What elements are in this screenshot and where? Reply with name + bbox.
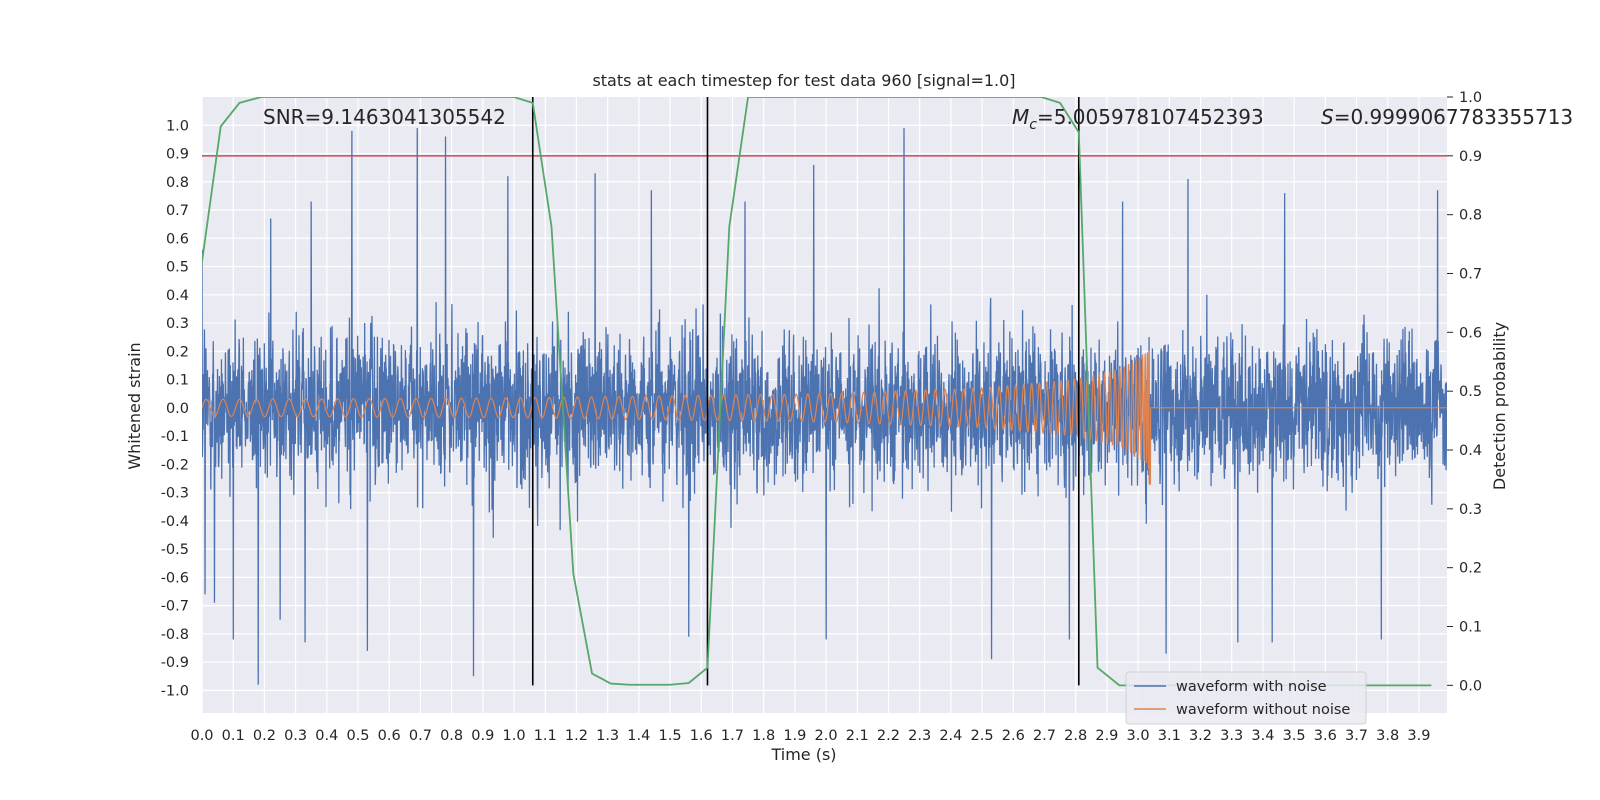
x-tick-label: 3.4 <box>1251 728 1274 744</box>
x-tick-label: 3.2 <box>1189 728 1212 744</box>
x-tick-label: 0.3 <box>284 728 307 744</box>
x-tick-label: 1.4 <box>627 728 650 744</box>
x-tick-label: 3.5 <box>1283 728 1306 744</box>
x-tick-label: 3.8 <box>1376 728 1399 744</box>
y-tick-label: -0.1 <box>161 429 189 445</box>
y-tick-label: -0.8 <box>161 627 189 643</box>
x-tick-label: 3.0 <box>1127 728 1150 744</box>
x-tick-label: 0.9 <box>471 728 494 744</box>
x-tick-label: 2.5 <box>971 728 994 744</box>
x-tick-label: 0.5 <box>346 728 369 744</box>
y-tick-label: -0.9 <box>161 655 189 671</box>
x-tick-label: 3.6 <box>1314 728 1337 744</box>
y-tick-label: 0.5 <box>166 260 189 276</box>
x-tick-label: 1.7 <box>721 728 744 744</box>
x-tick-label: 2.9 <box>1095 728 1118 744</box>
x-tick-label: 2.0 <box>815 728 838 744</box>
y-tick-label: -0.2 <box>161 457 189 473</box>
x-tick-label: 1.1 <box>534 728 557 744</box>
y2-tick-label: 0.8 <box>1459 208 1482 224</box>
y-tick-label: 0.7 <box>166 203 189 219</box>
y-tick-label: -0.7 <box>161 599 189 615</box>
x-tick-label: 1.9 <box>783 728 806 744</box>
x-tick-label: 0.6 <box>378 728 401 744</box>
y2-tick-label: 0.9 <box>1459 149 1482 165</box>
y2-tick-label: 1.0 <box>1459 90 1482 106</box>
x-tick-label: 1.2 <box>565 728 588 744</box>
y2-axis-label: Detection probability <box>1490 322 1509 490</box>
x-tick-label: 1.3 <box>596 728 619 744</box>
y2-tick-label: 0.1 <box>1459 620 1482 636</box>
x-tick-label: 1.8 <box>752 728 775 744</box>
legend-label-noisy: waveform with noise <box>1176 679 1327 695</box>
x-tick-label: 3.9 <box>1407 728 1430 744</box>
series-waveform-with-noise <box>202 128 1447 685</box>
y-tick-label: -0.4 <box>161 514 189 530</box>
x-tick-label: 1.0 <box>502 728 525 744</box>
x-tick-label: 3.7 <box>1345 728 1368 744</box>
y-tick-label: -1.0 <box>161 683 189 699</box>
x-tick-label: 2.6 <box>1002 728 1025 744</box>
x-tick-label: 2.1 <box>846 728 869 744</box>
y2-tick-label: 0.7 <box>1459 267 1482 283</box>
y2-tick-label: 0.4 <box>1459 443 1482 459</box>
chart-title: stats at each timestep for test data 960… <box>592 71 1015 90</box>
y2-tick-label: 0.3 <box>1459 502 1482 518</box>
chirp-mass-annotation: Mc=5.005978107452393 <box>1012 105 1264 133</box>
x-tick-label: 2.7 <box>1033 728 1056 744</box>
snr-annotation: SNR=9.1463041305542 <box>263 105 506 129</box>
x-tick-label: 2.4 <box>939 728 962 744</box>
detection-score-annotation: S=0.9999067783355713 <box>1321 105 1573 129</box>
y-tick-label: 1.0 <box>166 118 189 134</box>
y-tick-label: -0.6 <box>161 570 189 586</box>
x-tick-label: 2.3 <box>908 728 931 744</box>
y-tick-label: 0.1 <box>166 373 189 389</box>
x-tick-label: 1.6 <box>690 728 713 744</box>
y-axis-ticks: -1.0 -0.9 -0.8 -0.7 -0.6 -0.5 -0.4 -0.3 -0.2 -0.1… <box>161 118 189 699</box>
y2-tick-label: 0.2 <box>1459 561 1482 577</box>
x-tick-label: 0.7 <box>409 728 432 744</box>
x-tick-label: 3.3 <box>1220 728 1243 744</box>
legend-label-clean: waveform without noise <box>1176 702 1350 718</box>
series-waveform-without-noise <box>202 350 1447 485</box>
y-axis-label: Whitened strain <box>125 342 144 469</box>
x-tick-label: 0.8 <box>440 728 463 744</box>
y-tick-label: 0.6 <box>166 231 189 247</box>
x-tick-label: 2.2 <box>877 728 900 744</box>
y-tick-label: 0.0 <box>166 401 189 417</box>
x-tick-label: 1.5 <box>659 728 682 744</box>
x-tick-label: 0.4 <box>315 728 338 744</box>
x-axis-label: Time (s) <box>770 745 836 764</box>
y-tick-label: 0.2 <box>166 344 189 360</box>
x-tick-label: 0.0 <box>190 728 213 744</box>
y2-tick-label: 0.6 <box>1459 325 1482 341</box>
y-tick-label: 0.9 <box>166 147 189 163</box>
x-tick-label: 2.8 <box>1064 728 1087 744</box>
y-tick-label: -0.3 <box>161 486 189 502</box>
y-tick-label: 0.8 <box>166 175 189 191</box>
x-axis-ticks: 0.0 0.1 0.2 0.3 0.4 0.5 0.6 0.7 0.8 0.9 1.0 1.1 1.2 1… <box>190 728 1430 744</box>
y2-tick-label: 0.5 <box>1459 384 1482 400</box>
x-tick-label: 0.1 <box>222 728 245 744</box>
x-tick-label: 0.2 <box>253 728 276 744</box>
y-tick-label: -0.5 <box>161 542 189 558</box>
y2-tick-label: 0.0 <box>1459 678 1482 694</box>
x-tick-label: 3.1 <box>1158 728 1181 744</box>
y2-axis-ticks: 0.0 0.1 0.2 0.3 0.4 0.5 0.6 0.7 0.8 0.9 1.0 <box>1447 90 1482 694</box>
y-tick-label: 0.3 <box>166 316 189 332</box>
y-tick-label: 0.4 <box>166 288 189 304</box>
legend: waveform with noise waveform without noi… <box>1125 671 1367 725</box>
